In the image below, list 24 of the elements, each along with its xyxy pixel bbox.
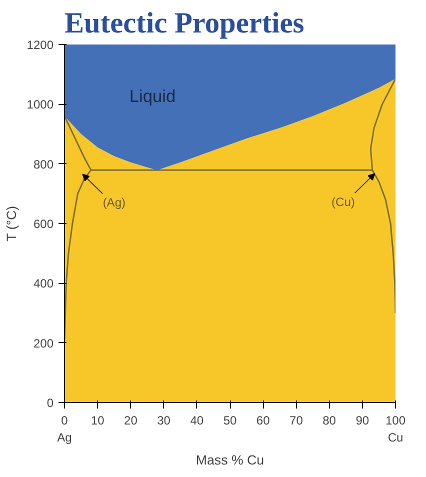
y-tick-label: 1000 [26, 98, 54, 112]
chart-title: Eutectic Properties [64, 8, 304, 40]
x-tick-label: 20 [124, 414, 138, 428]
x-tick-label: 90 [356, 414, 370, 428]
annotation: (Ag) [102, 196, 126, 210]
x-tick-label: 40 [190, 414, 204, 428]
x-tick-label: 10 [90, 414, 105, 428]
y-axis-title: T (°C) [4, 206, 19, 242]
y-tick-label: 600 [33, 217, 54, 231]
x-tick-label: 100 Cu [385, 414, 406, 444]
x-tick-label: 70 [290, 414, 304, 428]
y-tick-label: 0 [46, 396, 54, 410]
x-tick-label: 60 [256, 414, 270, 428]
x-tick-label: 50 [223, 414, 237, 428]
annotation: Liquid [129, 86, 176, 106]
x-tick-label: 80 [322, 414, 336, 428]
annotation: (Cu) [332, 195, 355, 210]
y-tick-label: 200 [33, 336, 54, 350]
y-tick-label: 1200 [26, 38, 54, 52]
y-tick-label: 800 [33, 157, 54, 172]
x-tick-label: 0 Ag [57, 414, 72, 444]
x-axis-title: Mass % Cu [196, 452, 264, 468]
y-tick-label: 400 [33, 276, 54, 291]
x-tick-label: 30 [157, 414, 171, 428]
